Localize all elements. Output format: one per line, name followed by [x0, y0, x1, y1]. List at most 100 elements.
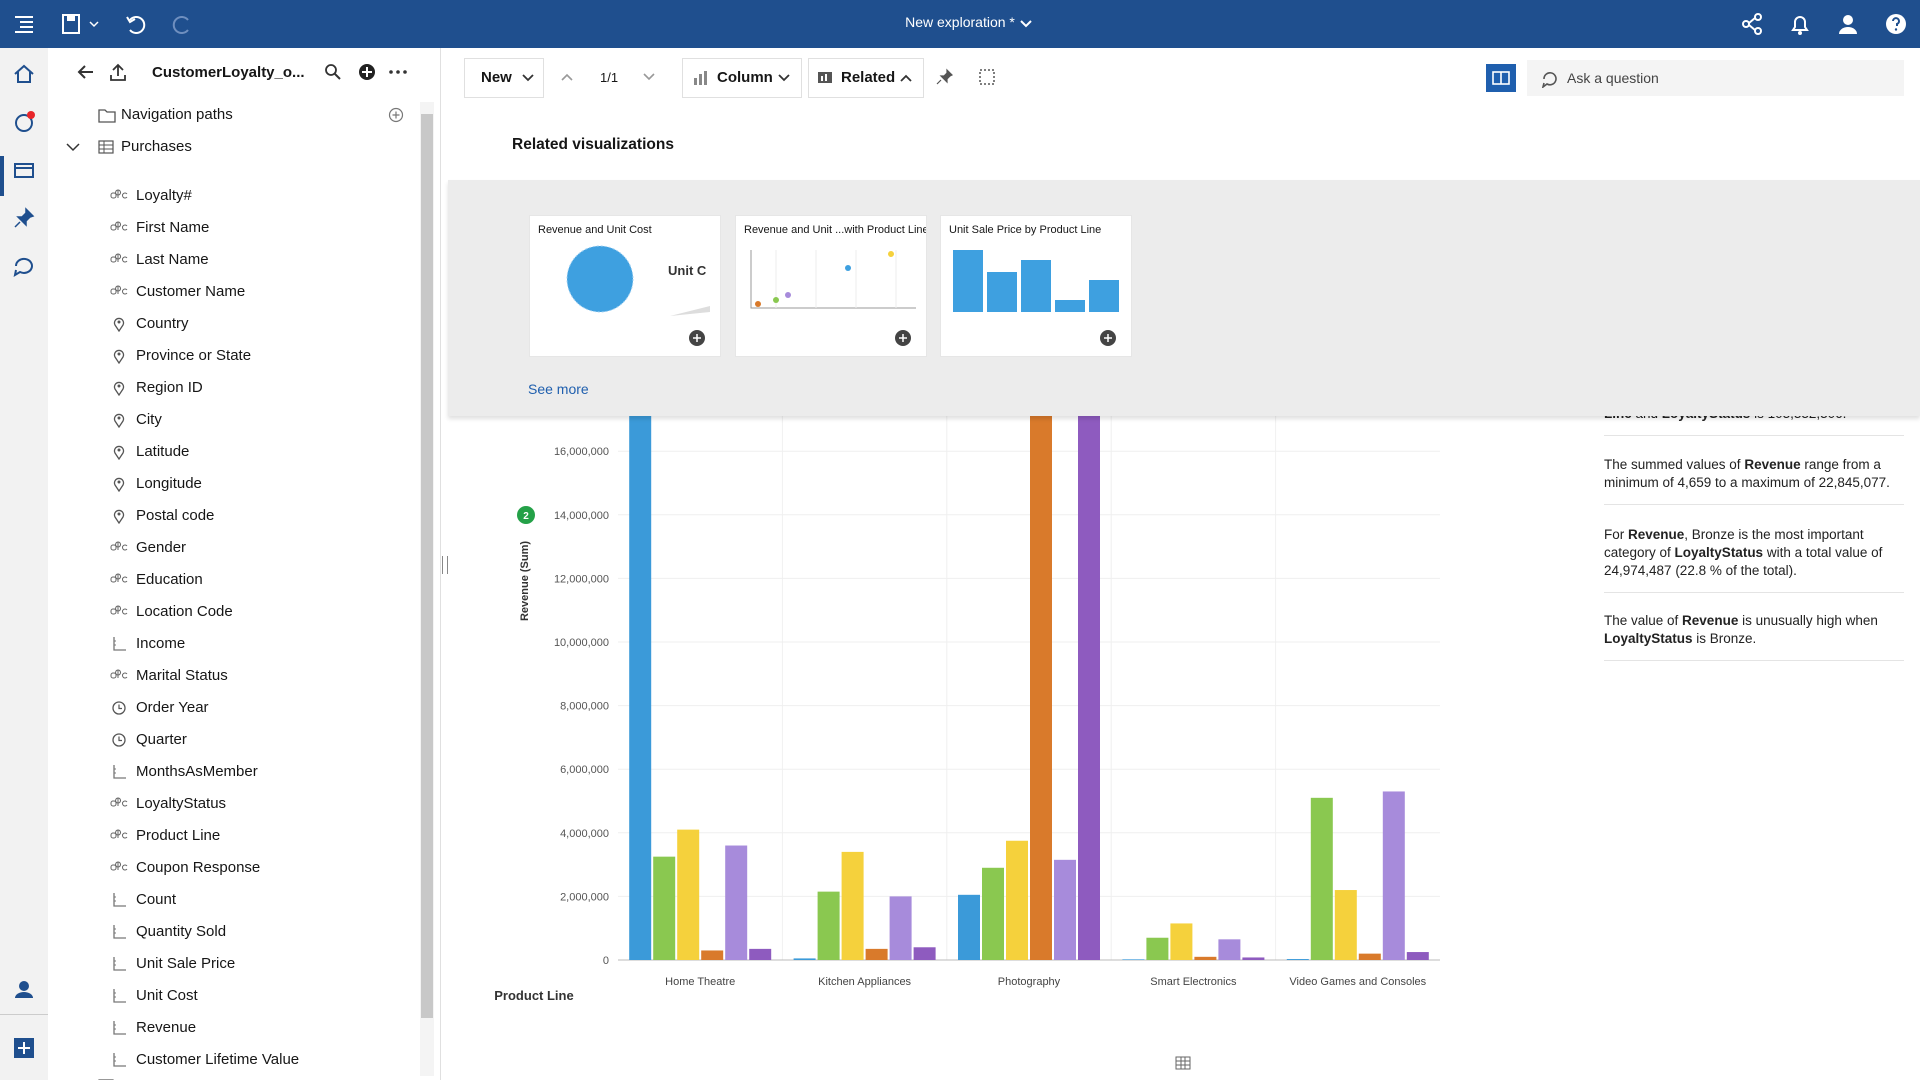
badge-count: 2 — [523, 511, 529, 522]
prev-page[interactable] — [560, 70, 574, 84]
notifications-icon[interactable] — [1788, 12, 1812, 36]
bar — [958, 894, 980, 960]
help-icon[interactable] — [1884, 12, 1908, 36]
field-icon — [113, 413, 125, 428]
insight-text: LoyaltyStatus — [1674, 545, 1764, 560]
bar — [725, 845, 748, 960]
insight-separator — [1604, 592, 1904, 593]
field-label: Region ID — [136, 379, 203, 396]
viz-type-button[interactable]: Column — [682, 58, 802, 98]
data-icon[interactable] — [12, 158, 36, 182]
field-icon — [113, 637, 126, 651]
home-icon[interactable] — [12, 62, 36, 86]
table-view-icon[interactable] — [1175, 1056, 1191, 1070]
dropdown-icon — [778, 74, 790, 82]
collapse-icon — [900, 74, 912, 82]
add-path-icon[interactable] — [388, 107, 404, 123]
folder-icon — [98, 109, 116, 123]
redo-icon[interactable] — [170, 12, 194, 36]
field-label: Count — [136, 891, 177, 908]
menu-icon[interactable] — [12, 12, 36, 36]
add-icon[interactable] — [358, 63, 376, 81]
new-icon[interactable] — [13, 1037, 35, 1059]
top-bar: New exploration * — [0, 0, 1920, 48]
ask-placeholder: Ask a question — [1567, 70, 1659, 86]
bar — [1030, 324, 1052, 960]
field-icon — [110, 829, 128, 839]
bar — [1382, 791, 1405, 960]
badge[interactable] — [517, 506, 535, 524]
bar — [1122, 959, 1145, 960]
card-title: Unit Sale Price by Product Line — [949, 224, 1102, 236]
field-icon — [113, 893, 126, 907]
insight-separator — [1604, 435, 1904, 436]
bar — [1286, 959, 1309, 960]
card-thumbnail — [750, 250, 916, 346]
pin-icon[interactable] — [12, 206, 36, 230]
search-icon[interactable] — [324, 63, 342, 81]
explore-icon[interactable] — [12, 110, 36, 134]
field-icon — [110, 669, 128, 679]
collapse-icon[interactable] — [66, 141, 80, 153]
toolbar: New 1/1 Column Related Ask a question — [448, 48, 1920, 109]
bar — [749, 948, 772, 960]
related-button[interactable]: Related — [808, 58, 924, 98]
save-icon[interactable] — [60, 12, 104, 36]
next-page[interactable] — [642, 70, 656, 84]
insight-text: LoyaltyStatus — [1604, 631, 1693, 646]
new-label: New — [481, 69, 512, 86]
ask-icon — [1541, 72, 1557, 88]
card-thumbnail — [566, 245, 710, 346]
account-icon[interactable] — [12, 977, 36, 1001]
bar — [1006, 840, 1028, 960]
related-label: Related — [841, 69, 896, 86]
related-card[interactable]: Revenue and Unit Cost Unit C — [529, 215, 721, 357]
panel-toggle[interactable] — [1486, 64, 1516, 92]
y-tick-label: 10,000,000 — [554, 637, 609, 649]
related-card[interactable]: Revenue and Unit ...with Product Line — [735, 215, 927, 357]
exploration-title[interactable]: New exploration * — [905, 14, 1015, 30]
source-name[interactable]: CustomerLoyalty_o... — [152, 64, 305, 81]
select-button[interactable] — [978, 68, 996, 86]
field-label: Quantity Sold — [136, 923, 227, 940]
page-indicator: 1/1 — [600, 70, 619, 85]
title-dropdown[interactable] — [1018, 16, 1034, 32]
y-tick-label: 2,000,000 — [560, 891, 609, 903]
scrollbar-thumb[interactable] — [421, 114, 433, 1018]
resize-handle[interactable] — [442, 556, 448, 574]
new-button[interactable]: New — [464, 58, 544, 98]
related-card[interactable]: Unit Sale Price by Product Line — [940, 215, 1132, 357]
bar — [817, 891, 840, 960]
see-more-link[interactable]: See more — [528, 381, 589, 397]
ask-box[interactable]: Ask a question — [1527, 60, 1904, 96]
insight-text: is unusually high when — [1738, 613, 1878, 628]
field-label: Product Line — [136, 827, 221, 844]
card-title: Revenue and Unit ...with Product Line — [744, 224, 927, 236]
y-tick-label: 14,000,000 — [554, 510, 609, 522]
undo-icon[interactable] — [124, 12, 148, 36]
bar — [913, 947, 936, 960]
bar — [982, 867, 1004, 960]
user-icon[interactable] — [1836, 12, 1860, 36]
dropdown-icon — [522, 74, 534, 82]
insight-text: Revenue — [1744, 457, 1801, 472]
x-tick-label: Kitchen Appliances — [818, 976, 911, 988]
y-tick-label: 6,000,000 — [560, 764, 609, 776]
viz-type-label: Column — [717, 69, 773, 86]
field-label: Revenue — [136, 1019, 197, 1036]
upload-icon[interactable] — [108, 62, 128, 82]
field-label: City — [136, 411, 162, 428]
insight-text: The value of — [1604, 613, 1683, 628]
pin-button[interactable] — [936, 68, 954, 86]
field-icon — [112, 733, 126, 747]
assistant-icon[interactable] — [12, 254, 36, 278]
more-icon[interactable] — [388, 63, 408, 81]
bar — [1358, 953, 1381, 960]
field-icon — [110, 253, 128, 263]
back-icon[interactable] — [76, 62, 96, 82]
insight-text: with a total value of 24,974,487 (22.8 %… — [1604, 545, 1883, 578]
share-icon[interactable] — [1740, 12, 1764, 36]
field-icon — [113, 989, 126, 1003]
field-icon — [110, 573, 128, 583]
field-icon — [110, 541, 128, 551]
